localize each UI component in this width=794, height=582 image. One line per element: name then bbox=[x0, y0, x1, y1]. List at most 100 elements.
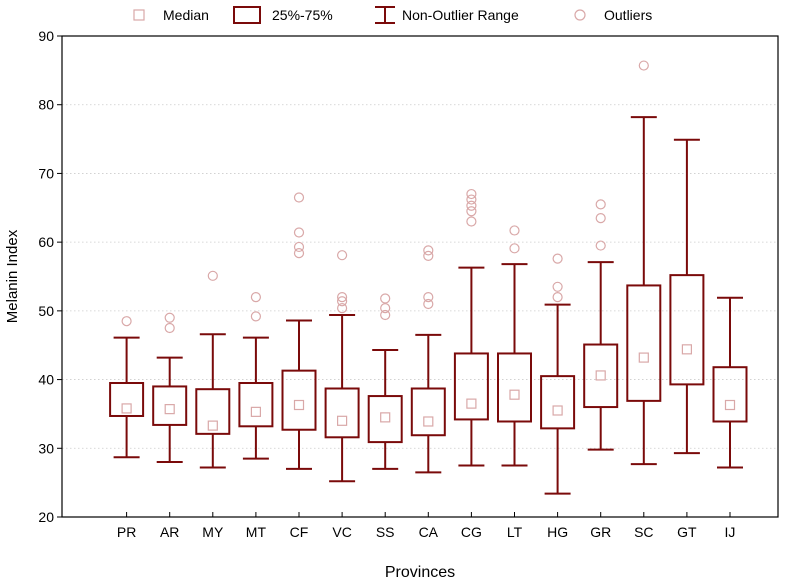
outlier-point bbox=[293, 192, 305, 203]
iqr-box bbox=[152, 385, 188, 426]
median-marker bbox=[250, 406, 261, 417]
plot-frame bbox=[61, 35, 779, 518]
median-marker bbox=[207, 420, 218, 431]
box-GR bbox=[583, 199, 619, 451]
median-marker bbox=[552, 405, 563, 416]
outlier-point bbox=[638, 60, 649, 71]
iqr-box bbox=[324, 387, 360, 439]
iqr-box bbox=[540, 375, 576, 430]
box-CG bbox=[453, 188, 489, 467]
x-tick-label: GR bbox=[590, 524, 611, 540]
outlier-point bbox=[552, 253, 563, 264]
iqr-box bbox=[410, 387, 446, 437]
x-axis-label: Provinces bbox=[385, 564, 455, 581]
outlier-point bbox=[250, 311, 261, 322]
outlier-point bbox=[164, 312, 175, 323]
iqr-box bbox=[497, 352, 532, 423]
box-SC bbox=[626, 60, 662, 466]
y-tick-label: 90 bbox=[38, 28, 54, 44]
legend-outlier-symbol bbox=[574, 9, 586, 21]
x-tick-label: CA bbox=[419, 524, 439, 540]
y-tick-label: 70 bbox=[38, 165, 54, 181]
outlier-point bbox=[423, 250, 434, 261]
outlier-point bbox=[164, 322, 175, 334]
box-VC bbox=[324, 250, 360, 483]
outlier-point bbox=[380, 309, 391, 321]
median-marker bbox=[724, 399, 736, 411]
y-tick-label: 50 bbox=[38, 303, 54, 319]
legend-label: 25%-75% bbox=[272, 7, 333, 23]
box-MY bbox=[195, 270, 231, 469]
x-tick-label: CG bbox=[461, 524, 482, 540]
outlier-point bbox=[293, 227, 305, 238]
median-marker bbox=[293, 399, 305, 411]
iqr-box bbox=[712, 366, 748, 423]
outlier-point bbox=[337, 292, 348, 303]
outlier-point bbox=[466, 194, 477, 205]
iqr-box bbox=[195, 388, 231, 435]
x-tick-label: SS bbox=[376, 524, 395, 540]
outlier-point bbox=[552, 281, 563, 292]
legend-box-symbol bbox=[233, 6, 261, 24]
outlier-point bbox=[595, 240, 606, 251]
outlier-point bbox=[509, 243, 520, 254]
median-marker bbox=[681, 344, 693, 355]
iqr-box bbox=[109, 382, 145, 417]
iqr-box bbox=[669, 274, 705, 386]
legend: Median 25%-75% Non-Outlier Range Outliers bbox=[133, 6, 652, 24]
outlier-point bbox=[207, 270, 218, 281]
x-tick-label: MT bbox=[246, 524, 267, 540]
x-tick-label: AR bbox=[160, 524, 179, 540]
legend-label: Non-Outlier Range bbox=[402, 7, 519, 23]
x-tick-label: GT bbox=[677, 524, 697, 540]
outlier-point bbox=[380, 303, 391, 314]
median-marker bbox=[380, 412, 391, 423]
x-tick-label: VC bbox=[332, 524, 351, 540]
box-PR bbox=[109, 316, 145, 459]
iqr-box bbox=[453, 352, 489, 421]
x-tick-label: HG bbox=[547, 524, 568, 540]
iqr-box bbox=[238, 382, 274, 428]
outlier-point bbox=[466, 206, 477, 217]
median-marker bbox=[638, 352, 649, 363]
box-AR bbox=[152, 312, 188, 464]
y-axis-label: Melanin Index bbox=[4, 229, 21, 323]
y-tick-label: 30 bbox=[38, 440, 54, 456]
outlier-point bbox=[466, 200, 477, 211]
legend-label: Outliers bbox=[604, 7, 652, 23]
box-CA bbox=[410, 245, 446, 474]
box-IJ bbox=[712, 296, 748, 469]
outlier-point bbox=[595, 199, 606, 210]
legend-outlier: Outliers bbox=[574, 7, 652, 23]
median-marker bbox=[164, 404, 175, 415]
iqr-box bbox=[583, 343, 619, 409]
median-marker bbox=[595, 370, 606, 381]
outlier-point bbox=[509, 225, 520, 236]
box-MT bbox=[238, 292, 274, 460]
y-tick-label: 60 bbox=[38, 234, 54, 250]
x-tick-label: IJ bbox=[725, 524, 736, 540]
iqr-box bbox=[367, 395, 403, 444]
outlier-point bbox=[337, 250, 348, 261]
x-tick-label: CF bbox=[290, 524, 309, 540]
outlier-point bbox=[293, 241, 305, 253]
legend-median-symbol bbox=[133, 9, 145, 21]
box-LT bbox=[497, 225, 532, 467]
x-tick-label: PR bbox=[117, 524, 136, 540]
outlier-point bbox=[250, 292, 261, 303]
outlier-point bbox=[552, 292, 563, 303]
legend-whisker: Non-Outlier Range bbox=[375, 6, 519, 24]
x-tick-label: MY bbox=[202, 524, 224, 540]
median-marker bbox=[337, 415, 348, 426]
outlier-point bbox=[293, 248, 305, 259]
box-GT bbox=[669, 138, 705, 455]
box-HG bbox=[540, 253, 576, 495]
outlier-point bbox=[121, 316, 132, 327]
outlier-point bbox=[423, 298, 434, 310]
outlier-point bbox=[466, 216, 477, 227]
x-tick-label: LT bbox=[507, 524, 523, 540]
median-marker bbox=[509, 389, 520, 400]
legend-box: 25%-75% bbox=[233, 6, 333, 24]
y-tick-label: 20 bbox=[38, 509, 54, 525]
